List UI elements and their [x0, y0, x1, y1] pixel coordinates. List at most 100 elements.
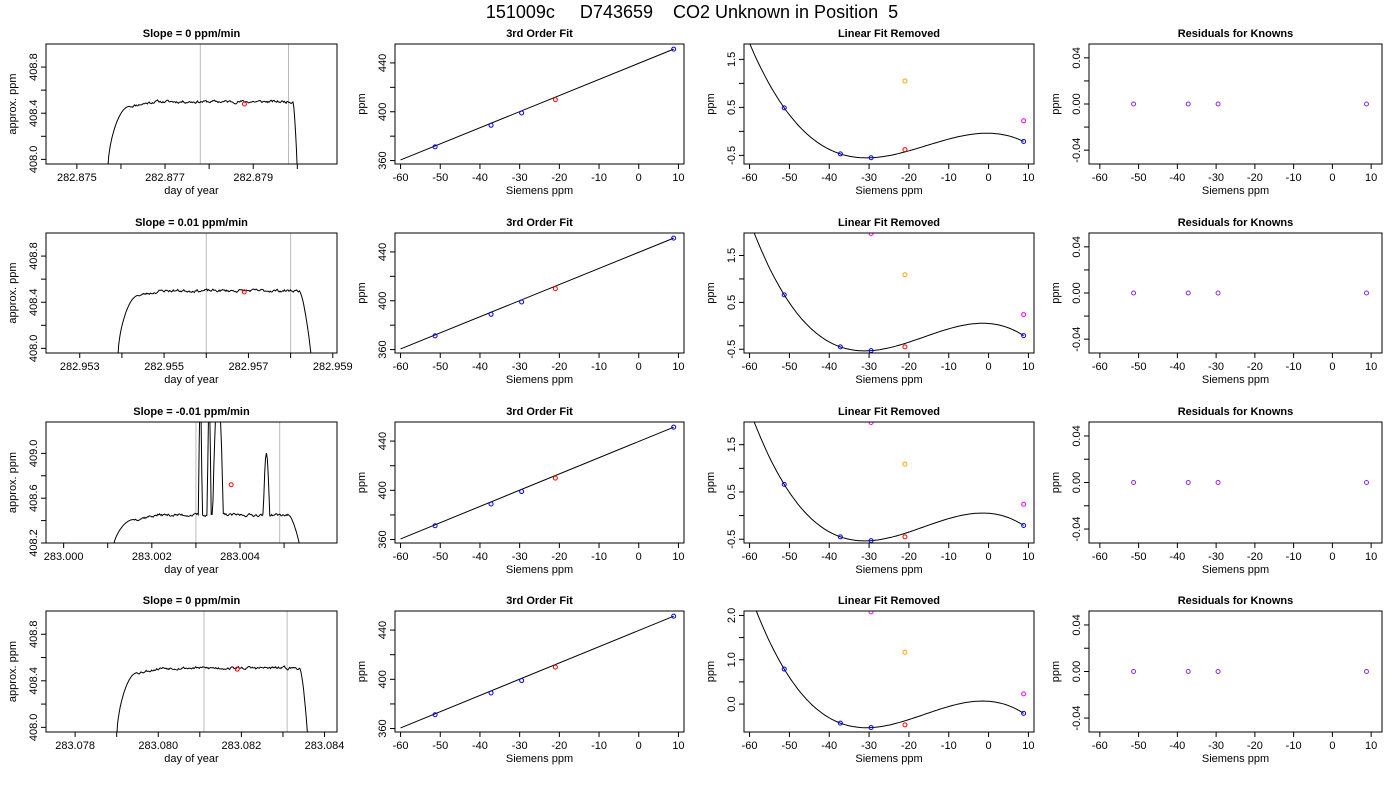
x-axis-label: Siemens ppm — [1202, 564, 1269, 576]
x-tick-label: 10 — [672, 361, 684, 373]
y-tick-label: 1.5 — [726, 248, 738, 263]
x-tick-label: 10 — [1365, 740, 1377, 752]
x-tick-label: -60 — [1092, 361, 1108, 373]
x-tick-label: -20 — [901, 740, 917, 752]
data-trace — [116, 665, 308, 732]
y-axis-label: ppm — [1050, 282, 1062, 303]
y-axis-label: approx. ppm — [7, 262, 19, 323]
x-tick-label: -60 — [393, 551, 409, 563]
x-tick-label: -60 — [742, 361, 758, 373]
x-tick-label: 282.879 — [233, 172, 273, 184]
y-tick-label: -0.04 — [1071, 138, 1083, 163]
x-tick-label: -30 — [512, 740, 528, 752]
y-tick-label: -0.04 — [1071, 705, 1083, 730]
data-point — [1363, 480, 1369, 485]
data-point — [552, 286, 558, 292]
data-point — [552, 664, 558, 670]
data-point — [1021, 710, 1027, 716]
x-tick-label: -20 — [551, 740, 567, 752]
x-tick-label: 283.080 — [138, 740, 178, 752]
data-point — [488, 122, 494, 128]
y-axis-label: ppm — [356, 661, 368, 682]
x-tick-label: -20 — [901, 361, 917, 373]
x-tick-label: -50 — [1131, 740, 1147, 752]
data-point — [552, 475, 558, 481]
x-tick-label: -10 — [941, 740, 957, 752]
x-tick-label: -40 — [472, 551, 488, 563]
x-tick-label: 282.959 — [313, 361, 353, 373]
x-axis-label: day of year — [164, 564, 219, 576]
x-tick-label: -30 — [861, 172, 877, 184]
data-point — [432, 144, 438, 150]
panel-row1-fit: 3rd Order Fit -60 -50 -40 -30 -20 -10 0 10 360 400… — [356, 28, 685, 197]
data-point — [519, 678, 525, 684]
data-point — [1215, 290, 1221, 296]
plot-frame — [743, 43, 1035, 165]
x-tick-label: -40 — [472, 172, 488, 184]
x-tick-label: -60 — [393, 740, 409, 752]
y-axis-label: ppm — [705, 472, 717, 493]
plot-frame — [1088, 43, 1383, 165]
y-tick-label: 440 — [377, 243, 389, 261]
y-axis-label: ppm — [1050, 93, 1062, 114]
x-tick-label: 282.877 — [145, 172, 185, 184]
y-tick-label: 440 — [377, 54, 389, 72]
x-tick-label: -30 — [512, 551, 528, 563]
panel-row1-linear: Linear Fit Removed -60 -50 -40 -30 -20 -10 0 10 -… — [705, 28, 1035, 197]
x-tick-label: -50 — [1131, 551, 1147, 563]
chart-title: Slope = -0.01 ppm/min — [133, 406, 250, 418]
x-tick-label: -40 — [472, 740, 488, 752]
x-axis-label: day of year — [164, 753, 219, 765]
panel-row1-time: Slope = 0 ppm/min 282.875 282.877 282.879 40… — [7, 28, 338, 197]
plot-frame — [45, 43, 338, 165]
x-tick-label: -10 — [1286, 740, 1302, 752]
plot-content — [400, 613, 677, 729]
plot-content — [116, 611, 308, 732]
x-tick-label: -20 — [1247, 740, 1263, 752]
x-tick-label: 283.082 — [222, 740, 262, 752]
data-point — [228, 482, 234, 488]
x-tick-label: 10 — [1022, 551, 1034, 563]
y-tick-label: 408.0 — [28, 335, 40, 363]
chart-title: Residuals for Knowns — [1178, 28, 1294, 40]
data-point — [1131, 101, 1137, 107]
x-tick-label: 10 — [1365, 361, 1377, 373]
x-tick-label: -60 — [742, 172, 758, 184]
data-point — [781, 105, 787, 111]
x-axis-label: Siemens ppm — [1202, 185, 1269, 197]
data-point — [1021, 691, 1027, 697]
data-point — [671, 46, 677, 52]
data-point — [1021, 118, 1027, 124]
plot-content — [400, 235, 677, 350]
x-axis-label: Siemens ppm — [1202, 753, 1269, 765]
x-tick-label: -60 — [742, 740, 758, 752]
x-tick-label: -60 — [393, 361, 409, 373]
x-tick-label: -20 — [551, 551, 567, 563]
y-tick-label: -0.5 — [726, 530, 738, 549]
y-axis-label: approx. ppm — [7, 641, 19, 702]
chart-title: Slope = 0 ppm/min — [143, 28, 241, 40]
y-tick-label: 1.5 — [726, 437, 738, 452]
x-tick-label: -40 — [1169, 172, 1185, 184]
data-point — [234, 666, 240, 672]
data-point — [1185, 669, 1191, 674]
x-tick-label: -50 — [432, 172, 448, 184]
x-tick-label: 0 — [636, 361, 642, 373]
plot-frame — [394, 421, 685, 544]
plot-frame — [743, 232, 1035, 354]
x-tick-label: -10 — [941, 172, 957, 184]
x-tick-label: 0 — [986, 551, 992, 563]
x-tick-label: -30 — [1208, 551, 1224, 563]
x-tick-label: -20 — [551, 361, 567, 373]
y-axis-label: ppm — [356, 93, 368, 114]
data-point — [519, 110, 525, 116]
x-tick-label: -20 — [1247, 361, 1263, 373]
x-tick-label: 10 — [1365, 551, 1377, 563]
y-tick-label: 408.8 — [28, 53, 40, 81]
data-point — [671, 235, 677, 241]
data-point — [902, 461, 908, 467]
chart-title: Slope = 0.01 ppm/min — [135, 217, 248, 229]
x-tick-label: -30 — [512, 172, 528, 184]
data-point — [1021, 501, 1027, 507]
